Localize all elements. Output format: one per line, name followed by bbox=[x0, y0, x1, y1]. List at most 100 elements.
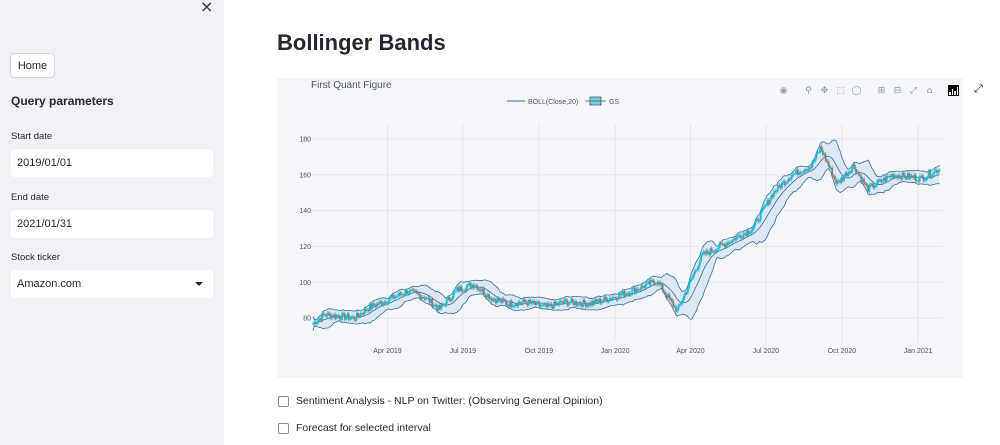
candle-body bbox=[920, 175, 922, 177]
candle-body bbox=[569, 302, 571, 304]
query-parameters-heading: Query parameters bbox=[11, 94, 114, 108]
box-select-icon[interactable]: ⬚ bbox=[836, 85, 845, 96]
candle-body bbox=[627, 292, 630, 295]
candle-body bbox=[502, 298, 505, 301]
candle-body bbox=[514, 304, 517, 306]
start-date-input[interactable]: 2019/01/01 bbox=[11, 149, 213, 177]
candle-body bbox=[886, 176, 889, 178]
fullscreen-icon[interactable]: ⤢ bbox=[974, 82, 983, 95]
lasso-icon[interactable]: ◯ bbox=[851, 85, 862, 96]
candle-body bbox=[928, 170, 930, 177]
candle-body bbox=[694, 270, 697, 272]
plotly-logo-icon[interactable] bbox=[948, 85, 959, 96]
stock-ticker-select[interactable]: Amazon.com bbox=[11, 270, 213, 298]
forecast-checkbox-row[interactable]: Forecast for selected interval bbox=[278, 422, 431, 434]
y-tick-label: 180 bbox=[299, 136, 311, 143]
candle-body bbox=[753, 224, 755, 229]
autoscale-icon[interactable]: ⤢ bbox=[909, 85, 918, 96]
candle-body bbox=[867, 185, 869, 192]
candle-body bbox=[663, 291, 665, 293]
home-button[interactable]: Home bbox=[10, 53, 55, 78]
candle-body bbox=[510, 300, 513, 307]
candle-body bbox=[924, 179, 926, 181]
candle-body bbox=[734, 238, 737, 241]
candle-body bbox=[667, 294, 669, 298]
candle-body bbox=[826, 160, 828, 162]
candle-body bbox=[879, 179, 881, 182]
candle-body bbox=[539, 305, 542, 307]
candle-body bbox=[480, 290, 483, 292]
candle-body bbox=[433, 304, 436, 306]
candle-body bbox=[525, 301, 528, 303]
candle-body bbox=[855, 169, 857, 174]
zoom-in-icon[interactable]: ⊞ bbox=[877, 85, 886, 96]
candle-body bbox=[833, 176, 836, 180]
sentiment-checkbox[interactable] bbox=[278, 395, 289, 407]
candle-body bbox=[664, 292, 667, 295]
candle-body bbox=[349, 318, 351, 320]
zoom-out-icon[interactable]: ⊟ bbox=[893, 85, 902, 96]
candle-body bbox=[359, 313, 362, 317]
candle-body bbox=[326, 312, 329, 317]
x-tick-label: Oct 2019 bbox=[525, 348, 554, 355]
candle-body bbox=[347, 314, 350, 320]
candle-body bbox=[496, 298, 499, 304]
page-title: Bollinger Bands bbox=[277, 30, 446, 55]
candle-body bbox=[427, 297, 430, 299]
candle-body bbox=[420, 297, 423, 299]
candle-body bbox=[857, 172, 860, 175]
candle-body bbox=[600, 301, 603, 304]
candle-body bbox=[841, 177, 844, 181]
end-date-input[interactable]: 2021/01/31 bbox=[11, 210, 213, 238]
candle-body bbox=[512, 306, 514, 308]
candle-body bbox=[787, 178, 790, 182]
candle-body bbox=[449, 300, 452, 302]
candle-body bbox=[490, 297, 493, 302]
candle-body bbox=[810, 167, 812, 169]
candle-body bbox=[395, 296, 398, 298]
candle-body bbox=[690, 278, 693, 280]
candle-body bbox=[864, 183, 867, 185]
candle-body bbox=[747, 230, 750, 234]
candle-body bbox=[830, 167, 832, 169]
candle-body bbox=[848, 171, 851, 173]
sentiment-checkbox-row[interactable]: Sentiment Analysis - NLP on Twitter: (Ob… bbox=[278, 395, 603, 407]
candle-body bbox=[451, 298, 453, 301]
candle-body bbox=[888, 176, 891, 178]
chart-legend: BOLL(Close,20) GS bbox=[507, 96, 619, 106]
candle-body bbox=[317, 319, 320, 323]
candle-body bbox=[437, 304, 440, 311]
candle-body bbox=[370, 304, 373, 309]
candle-body bbox=[651, 279, 653, 281]
candle-body bbox=[653, 282, 656, 285]
candle-body bbox=[486, 294, 489, 298]
candle-body bbox=[771, 195, 774, 197]
candle-body bbox=[321, 313, 324, 321]
candle-body bbox=[750, 230, 753, 233]
candle-body bbox=[473, 285, 476, 288]
candle-body bbox=[710, 248, 713, 252]
candle-body bbox=[338, 316, 341, 319]
candle-body bbox=[329, 313, 332, 319]
zoom-icon[interactable]: ⚲ bbox=[805, 85, 812, 96]
candle-body bbox=[721, 243, 724, 245]
candle-body bbox=[800, 172, 803, 174]
sidebar: × Home Query parameters Start date 2019/… bbox=[0, 0, 224, 445]
candle-body bbox=[643, 286, 646, 289]
forecast-checkbox[interactable] bbox=[278, 422, 289, 434]
candle-body bbox=[463, 290, 465, 292]
candle-body bbox=[724, 244, 726, 248]
camera-icon[interactable]: ◉ bbox=[779, 85, 788, 96]
candle-body bbox=[788, 178, 791, 180]
candle-body bbox=[371, 303, 374, 309]
reset-axes-icon[interactable]: ⌂ bbox=[926, 85, 933, 96]
candle-body bbox=[726, 243, 729, 245]
candle-body bbox=[845, 172, 848, 177]
candle-body bbox=[599, 298, 602, 304]
candle-body bbox=[436, 306, 439, 311]
candle-body bbox=[856, 172, 859, 174]
pan-icon[interactable]: ✥ bbox=[820, 85, 829, 96]
candle-body bbox=[631, 289, 634, 294]
candle-body bbox=[819, 146, 822, 152]
close-sidebar-icon[interactable]: × bbox=[200, 0, 214, 16]
